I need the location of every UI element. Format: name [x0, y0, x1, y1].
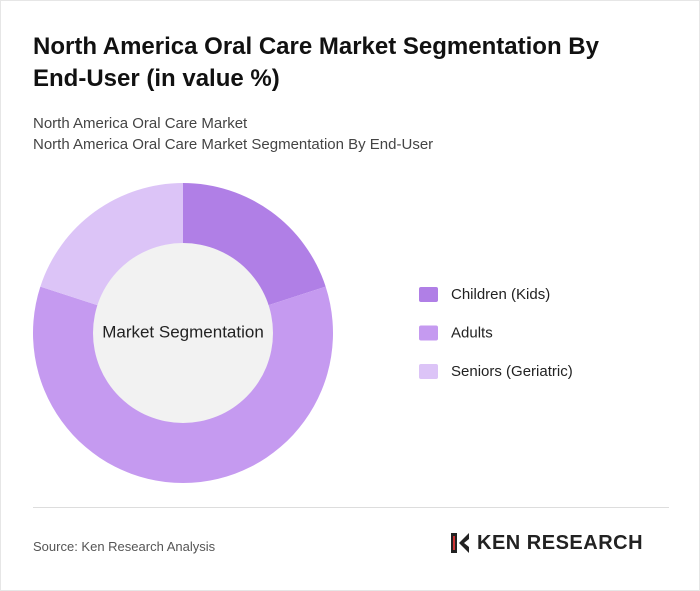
divider	[33, 507, 669, 508]
subtitle: North America Oral Care Market Segmentat…	[33, 136, 434, 153]
donut-hole	[93, 243, 273, 423]
legend-swatch	[419, 325, 438, 341]
chart-title: North America Oral Care Market Segmentat…	[33, 33, 599, 92]
legend-label: Adults	[451, 324, 493, 341]
logo-icon	[451, 533, 469, 553]
logo-text: KEN RESEARCH	[477, 531, 644, 554]
legend-label: Children (Kids)	[451, 286, 550, 303]
source: Source: Ken Research Analysis	[33, 539, 216, 554]
legend-swatch	[419, 287, 438, 302]
logo: KEN RESEARCH	[449, 531, 643, 555]
chart: Market Segmentation Children (Kids) Adults…	[33, 183, 573, 484]
subtitle: North America Oral Care Market	[33, 115, 248, 132]
legend-swatch	[419, 364, 438, 379]
legend-label: Seniors (Geriatric)	[451, 363, 573, 380]
center-label: Market Segmentation	[102, 322, 264, 341]
